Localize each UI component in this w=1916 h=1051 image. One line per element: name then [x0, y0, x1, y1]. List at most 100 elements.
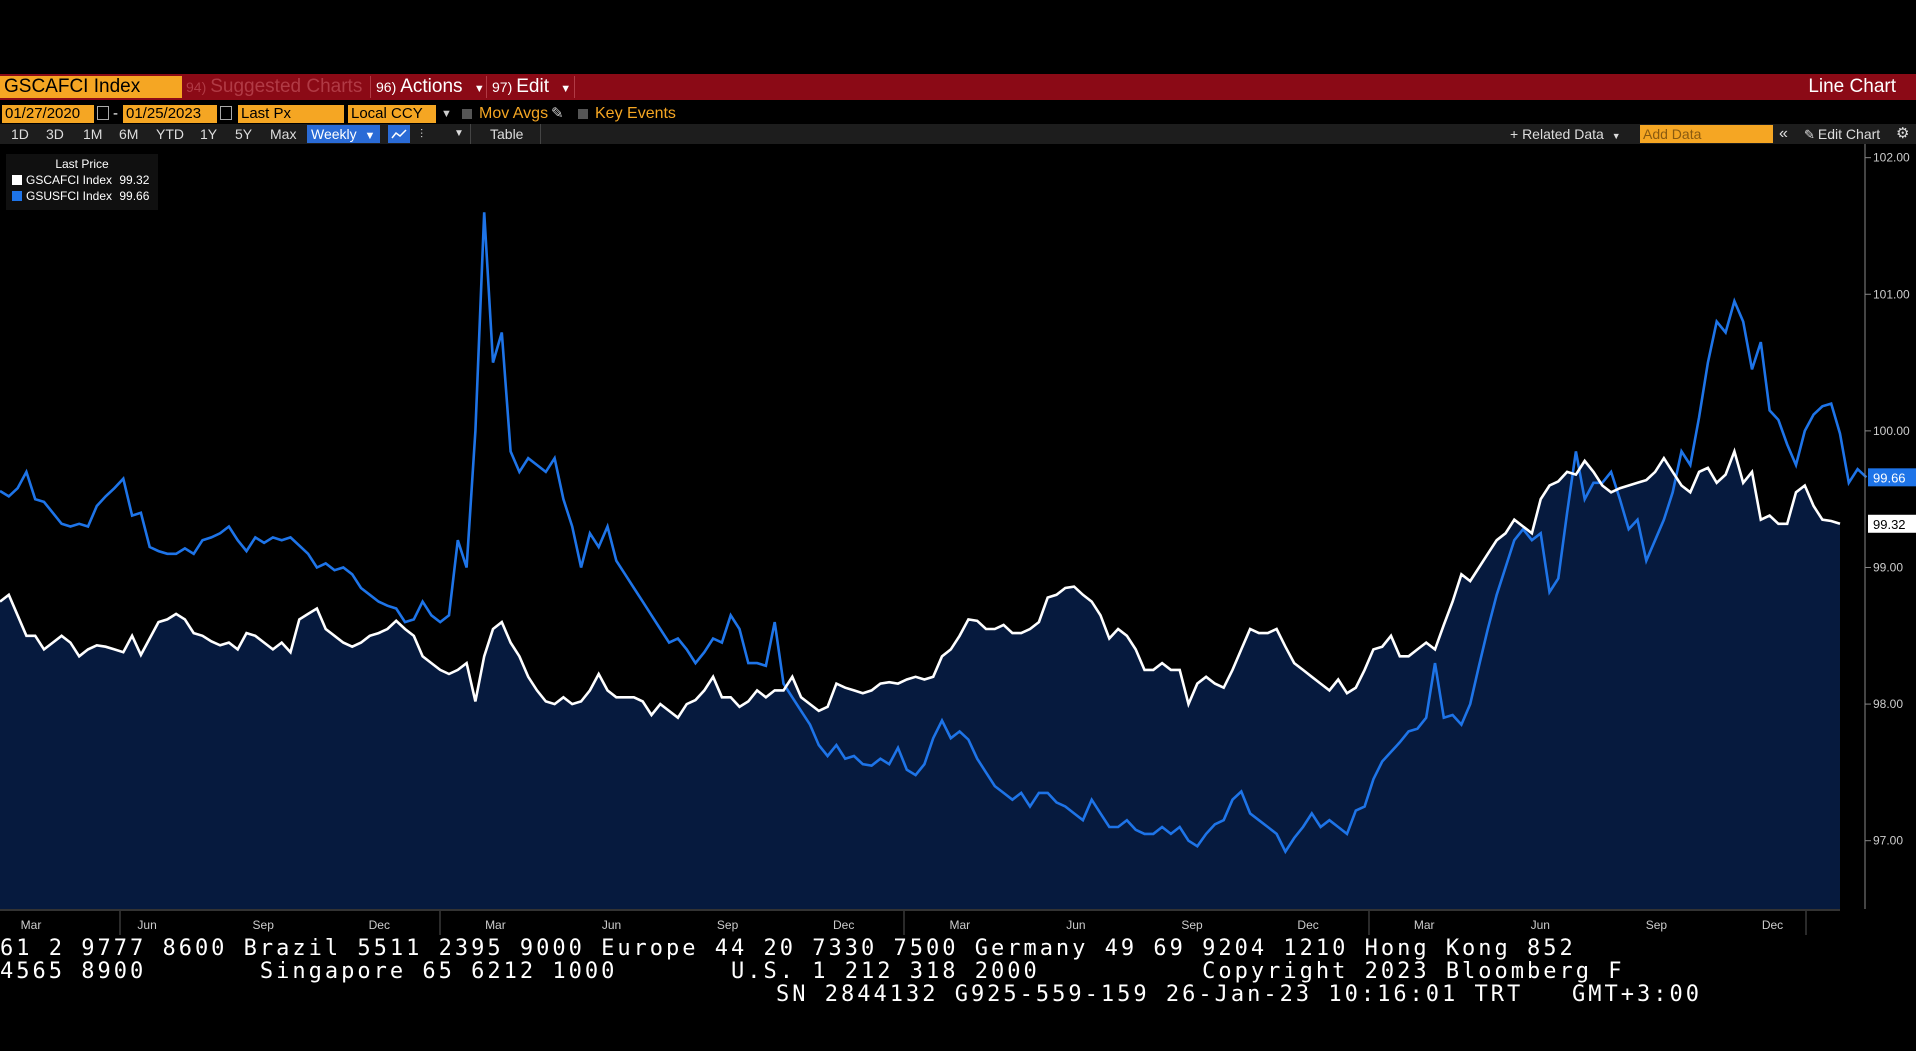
date-dash: -	[113, 105, 118, 122]
field-select[interactable]: Last Px	[238, 105, 344, 123]
x-month-label: Mar	[1414, 918, 1435, 932]
menu-label: Suggested Charts	[210, 76, 363, 97]
pencil-icon: ✎	[1804, 127, 1815, 142]
x-month-label: Jun	[1066, 918, 1085, 932]
period-1d-button[interactable]: 1D	[11, 126, 29, 142]
toolbar-divider	[540, 124, 541, 144]
x-month-label: Jun	[1531, 918, 1550, 932]
title-bar	[0, 74, 1916, 100]
footer-contacts-line2: 4565 8900 Singapore 65 6212 1000 U.S. 1 …	[0, 959, 1625, 984]
menu-divider	[486, 76, 487, 98]
edit-chart-label: Edit Chart	[1817, 126, 1881, 142]
x-month-label: Sep	[717, 918, 739, 932]
chevron-down-icon[interactable]: ▼	[454, 128, 464, 139]
x-month-label: Sep	[1181, 918, 1203, 932]
collapse-icon[interactable]: «	[1779, 125, 1788, 142]
gscafci-series-line	[0, 447, 1841, 720]
legend-item-gsusfci[interactable]: GSUSFCI Index 99.66	[6, 188, 158, 204]
last-value-label: 99.66	[1873, 470, 1906, 485]
edit-menu[interactable]: 97) Edit ▼	[492, 76, 571, 98]
y-tick-label: 99.00	[1873, 560, 1903, 574]
x-month-label: Sep	[1646, 918, 1668, 932]
chevron-down-icon: ▼	[560, 83, 572, 95]
menu-label: Actions	[400, 76, 463, 97]
x-month-label: Dec	[833, 918, 854, 932]
menu-number: 94)	[186, 79, 207, 95]
y-tick-label: 97.00	[1873, 834, 1903, 848]
period-1y-button[interactable]: 1Y	[200, 126, 218, 142]
period-ytd-button[interactable]: YTD	[156, 126, 184, 142]
legend-swatch	[12, 175, 22, 185]
footer-contacts-line1: 61 2 9777 8600 Brazil 5511 2395 9000 Eur…	[0, 936, 1576, 961]
last-value-label: 99.32	[1873, 517, 1906, 532]
add-data-input[interactable]: Add Data	[1640, 125, 1773, 143]
x-month-label: Mar	[21, 918, 42, 932]
x-month-label: Sep	[253, 918, 275, 932]
key-events-checkbox[interactable]	[578, 109, 588, 119]
legend-item-gscafci[interactable]: GSCAFCI Index 99.32	[6, 172, 158, 188]
currency-select[interactable]: Local CCY	[348, 105, 436, 123]
last-value-badge	[1868, 514, 1916, 533]
bar-chart-icon[interactable]: ⫶	[420, 127, 424, 141]
mov-avgs-checkbox[interactable]	[462, 109, 472, 119]
menu-divider	[574, 76, 575, 98]
pencil-icon[interactable]: ✎	[551, 105, 564, 122]
actions-menu[interactable]: 96) Actions ▼	[376, 76, 485, 98]
legend-swatch	[12, 191, 22, 201]
x-month-label: Dec	[1762, 918, 1783, 932]
chevron-down-icon: ▼	[473, 83, 485, 95]
frequency-label: Weekly	[311, 126, 357, 142]
chart-type-label: Line Chart	[1808, 76, 1896, 97]
legend-series-value: 99.32	[119, 173, 150, 187]
legend-series-name: GSCAFCI Index	[26, 173, 113, 187]
y-tick-label: 102.00	[1873, 151, 1910, 165]
legend-series-name: GSUSFCI Index	[26, 189, 113, 203]
start-date-field[interactable]: 01/27/2020	[2, 105, 94, 123]
x-month-label: Mar	[949, 918, 970, 932]
gscafci-area-fill	[0, 451, 1840, 909]
period-6m-button[interactable]: 6M	[119, 126, 139, 142]
related-data-button[interactable]: + Related Data ▼	[1510, 124, 1621, 144]
period-3d-button[interactable]: 3D	[46, 126, 64, 142]
footer-session-line: SN 2844132 G925-559-159 26-Jan-23 10:16:…	[776, 982, 1702, 1007]
last-value-badge	[1868, 468, 1916, 487]
period-max-button[interactable]: Max	[270, 126, 297, 142]
y-tick-label: 98.00	[1873, 697, 1903, 711]
chevron-down-icon: ▼	[364, 130, 376, 142]
menu-number: 96)	[376, 79, 397, 95]
chevron-down-icon[interactable]: ▼	[441, 108, 452, 120]
legend-title: Last Price	[55, 157, 109, 171]
menu-number: 97)	[492, 79, 513, 95]
table-button[interactable]: Table	[490, 126, 524, 142]
end-date-field[interactable]: 01/25/2023	[123, 105, 217, 123]
menu-divider	[370, 76, 371, 98]
x-month-label: Dec	[369, 918, 390, 932]
chart-legend[interactable]: Last Price GSCAFCI Index 99.32 GSUSFCI I…	[6, 154, 158, 210]
legend-series-value: 99.66	[119, 189, 150, 203]
key-events-label[interactable]: Key Events	[595, 105, 676, 122]
x-month-label: Jun	[137, 918, 156, 932]
gsusfci-series-line	[0, 212, 1868, 855]
y-tick-label: 101.00	[1873, 287, 1910, 301]
edit-chart-button[interactable]: ✎ Edit Chart	[1804, 124, 1880, 144]
menu-label: Edit	[516, 76, 549, 97]
calendar-icon[interactable]	[97, 106, 109, 120]
x-month-label: Jun	[602, 918, 621, 932]
x-month-label: Dec	[1297, 918, 1318, 932]
period-1m-button[interactable]: 1M	[83, 126, 103, 142]
chart-toolbar	[0, 124, 1916, 144]
mov-avgs-label[interactable]: Mov Avgs	[479, 105, 549, 122]
toolbar-divider	[470, 124, 471, 144]
ticker-input[interactable]: GSCAFCI Index	[0, 76, 182, 98]
calendar-icon[interactable]	[220, 106, 232, 120]
related-data-label: + Related Data	[1510, 126, 1604, 142]
line-chart: 97.00 98.00 99.00 100.00 101.00 102.00 99.66 99…	[0, 144, 1916, 935]
frequency-select[interactable]: Weekly ▼	[307, 125, 380, 143]
suggested-charts-menu[interactable]: 94) Suggested Charts	[186, 76, 362, 98]
y-tick-label: 100.00	[1873, 424, 1910, 438]
period-5y-button[interactable]: 5Y	[235, 126, 253, 142]
line-chart-icon[interactable]	[388, 125, 410, 143]
x-month-label: Mar	[485, 918, 506, 932]
gear-icon[interactable]: ⚙	[1896, 125, 1910, 142]
chevron-down-icon: ▼	[1611, 131, 1621, 141]
